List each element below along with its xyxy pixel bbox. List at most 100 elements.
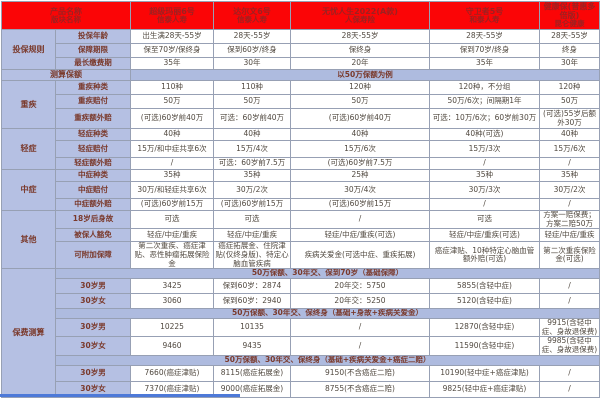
value-cell: 120种，不分组 (429, 80, 540, 95)
table-row: 30岁男 3425 保到60岁：2874 20年交：5750 5855(含轻中症… (2, 278, 600, 295)
value-cell: / (290, 209, 430, 230)
value-cell: (可选)60岁前15万 (130, 198, 214, 211)
row-label: 投保年龄 (55, 29, 131, 44)
product-company: 人保寿险 (345, 14, 375, 24)
value-cell: 9150(不含癌症二赔) (290, 364, 430, 382)
value-cell: 轻症/中症/重疾 (539, 228, 600, 243)
value-cell: 35年 (429, 57, 540, 70)
product-name: 无忧人生2022(A款) (322, 6, 398, 16)
product-company: 信泰人寿 (157, 14, 187, 24)
value-cell: 20年交：5250 (290, 293, 430, 310)
value-cell: 28天-55岁 (290, 29, 430, 44)
group-label: 测算保额 (1, 69, 131, 81)
value-cell: 28天-55岁 (539, 29, 600, 44)
value-cell: 轻症/中症/重疾 (130, 228, 214, 243)
value-cell: 35种 (213, 169, 291, 182)
table-row: 重疾 重疾种类 110种 110种 120种 120种，不分组 120种 (1, 80, 600, 129)
premium-banner-cell: 50万保额、30年交、保终身（基础+疾病关爱金+癌症二赔） (55, 354, 600, 366)
value-cell: 保到60岁：2940 (213, 293, 291, 310)
value-cell: 疾病关爱金(可选中症、重疾拓展) (290, 241, 430, 270)
value-cell: 可选 (429, 209, 540, 230)
table-row: 30岁女 7370(癌症津贴) 9000(癌症拓展金) 8755(不含癌症二赔)… (2, 380, 600, 398)
value-cell: 9435 (213, 336, 291, 356)
value-cell: 第二次重疾保险金(可选) (539, 241, 600, 270)
product-header-3: 无忧人生2022(A款) 人保寿险 (290, 1, 430, 30)
product-company: 和泰人寿 (469, 14, 500, 24)
value-cell: / (539, 293, 600, 310)
product-company: 昆仑健康 (554, 19, 585, 29)
value-cell: 保到70岁/终身 (429, 43, 540, 58)
group-label: 投保规则 (1, 29, 56, 70)
value-cell: 癌症拓展金、住院津贴(仅终身版)、特定心脑血管疾病 (213, 241, 291, 270)
row-label: 重疾种类 (55, 80, 131, 95)
table-row: 30岁男 7660(癌症津贴) 8115(癌症拓展金) 9150(不含癌症二赔)… (2, 364, 600, 382)
value-cell: 28天-55岁 (429, 29, 540, 44)
table-row: 重疾赔付 50万 50万 50万 50万/6次；间隔期1年 50万 (2, 94, 600, 109)
sum-banner-cell: 以50万保额为例 (130, 69, 600, 81)
corner-line1: 产品名称 (50, 6, 82, 16)
value-cell: 出生满28天-55岁 (130, 29, 214, 44)
value-cell: 120种 (539, 80, 600, 95)
value-cell: 50万/6次；间隔期1年 (429, 94, 540, 109)
group-label: 中症 (1, 169, 56, 211)
value-cell: 40种 (130, 128, 214, 141)
value-cell: 保终身 (290, 43, 430, 58)
value-cell: 轻症/中症/重疾(可选) (290, 228, 430, 243)
value-cell: 30万/2次 (213, 181, 291, 199)
value-cell: 10225 (130, 318, 214, 338)
value-cell: / (429, 157, 540, 170)
value-cell: 30年 (539, 57, 600, 70)
value-cell: 12870(含轻中症) (429, 318, 540, 338)
value-cell: 轻症/中症/重疾(可选) (429, 228, 540, 243)
value-cell: 35种 (429, 169, 540, 182)
value-cell: 120种 (290, 80, 430, 95)
value-cell: 方案一赔保费；方案二赔50万 (539, 209, 600, 230)
group-label: 重疾 (1, 80, 56, 129)
value-cell: 可选 (130, 209, 214, 230)
row-label: 轻症额外赔 (55, 157, 131, 170)
table-row: 中症赔付 30万/和轻症共享6次 30万/2次 30万/4次 30万/3次 30… (2, 181, 600, 199)
value-cell: 5120(含轻中症) (429, 293, 540, 310)
product-header-2: 达尔文6号 信泰人寿 (213, 1, 291, 30)
value-cell: 9915(含轻中症、身故退保费) (539, 318, 600, 338)
table-row: 投保规则 投保年龄 出生满28天-55岁 28天-55岁 28天-55岁 28天… (1, 29, 600, 70)
value-cell: 15万/6次 (290, 140, 430, 158)
table-row: 中症额外赔 (可选)60岁前15万 (可选)60岁前15万 (可选)60岁前15… (2, 198, 600, 211)
table-row: 30岁男 10225 10135 / 12870(含轻中症) 9915(含轻中症… (2, 318, 600, 338)
row-label: 被保人豁免 (55, 228, 131, 243)
row-label: 轻症赔付 (55, 140, 131, 158)
value-cell: 9985(含轻中症、身故退保费) (539, 336, 600, 356)
value-cell: (可选)60岁前15万 (290, 198, 430, 211)
value-cell: 40种 (290, 128, 430, 141)
value-cell: 10135 (213, 318, 291, 338)
value-cell: 8755(不含癌症二赔) (290, 380, 430, 398)
value-cell: 35种 (539, 169, 600, 182)
value-cell: 25种 (290, 169, 430, 182)
group-label: 保费测算 (1, 268, 56, 398)
corner-line2: 版块名称 (51, 14, 81, 24)
value-cell: 20年 (290, 57, 430, 70)
corner-cell: 产品名称 版块名称 (1, 1, 131, 30)
value-cell: 50万 (130, 94, 214, 109)
table-row: 被保人豁免 轻症/中症/重疾 轻症/中症/重疾 轻症/中症/重疾(可选) 轻症/… (2, 228, 600, 243)
value-cell: 7660(癌症津贴) (130, 364, 214, 382)
value-cell: 保到60岁：2874 (213, 278, 291, 295)
value-cell: 3060 (130, 293, 214, 310)
value-cell: (可选)60岁前7.5万 (290, 157, 430, 170)
value-cell: / (539, 198, 600, 211)
premium-banner-row: 保费测算 50万保额、30年交、保到70岁（基础保障） (1, 268, 600, 398)
value-cell: 40种 (539, 128, 600, 141)
row-label: 30岁男 (55, 278, 131, 295)
value-cell: 7370(癌症津贴) (130, 380, 214, 398)
value-cell: 28天-55岁 (213, 29, 291, 44)
value-cell: (可选)60岁前40万 (290, 108, 430, 129)
value-cell: 40种(可选) (429, 128, 540, 141)
table-row: 重疾额外赔 (可选)60岁前40万 可选：60岁前40万 (可选)60岁前40万… (2, 108, 600, 129)
value-cell: (可选)55岁后额外30万 (539, 108, 600, 129)
row-label: 30岁女 (55, 293, 131, 310)
value-cell: 保到60岁/终身 (213, 43, 291, 58)
value-cell: 15万/4次 (213, 140, 291, 158)
group-label: 其他 (1, 209, 56, 270)
value-cell: / (539, 278, 600, 295)
